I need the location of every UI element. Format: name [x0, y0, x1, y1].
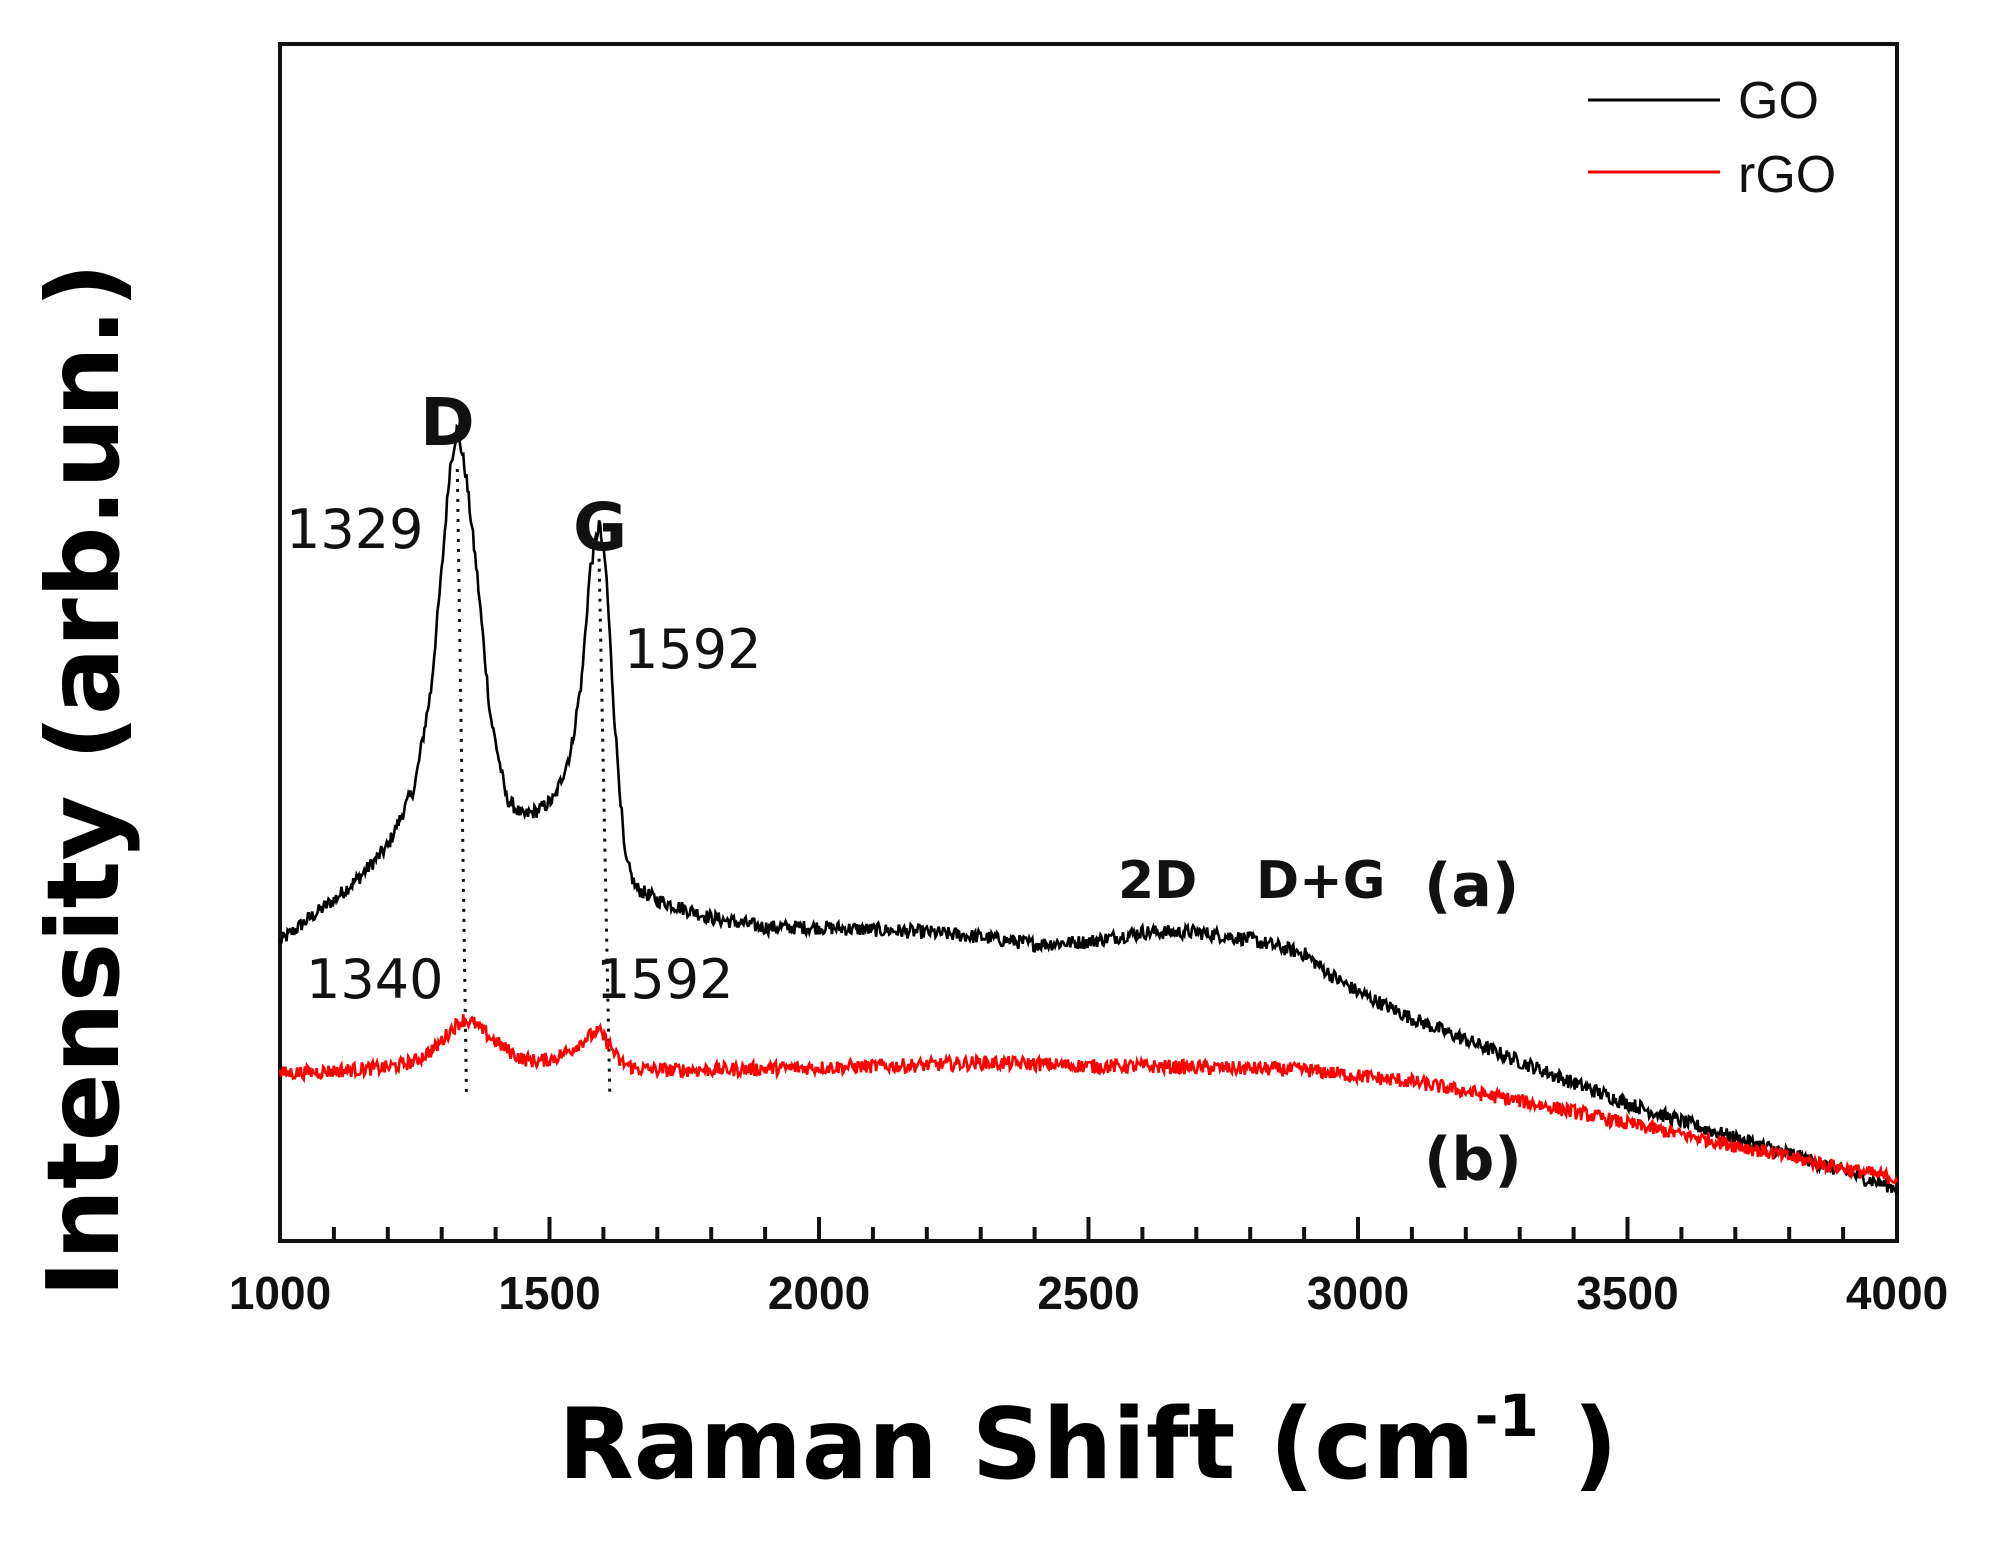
x-tick-label: 4000: [1846, 1267, 1948, 1319]
x-tick-label: 2500: [1037, 1267, 1139, 1319]
legend-label-rgo: rGO: [1738, 146, 1836, 204]
curve-tag-a: (a): [1424, 851, 1519, 921]
annotation-rgo-d-value: 1340: [306, 948, 443, 1011]
annotation-dg-band: D+G: [1256, 851, 1385, 911]
peak-guide-line: [455, 468, 468, 1098]
x-tick-label: 3000: [1307, 1267, 1409, 1319]
annotation-g-peak: G: [573, 489, 627, 566]
curve-tag-b: (b): [1424, 1125, 1522, 1195]
series-line-go: [278, 423, 1898, 1194]
x-axis-title-superscript: -1: [1474, 1382, 1538, 1450]
series-line-rgo: [278, 1014, 1899, 1185]
x-axis-tick-labels: 1000 1500 2000 2500 3000 3500 4000: [229, 1267, 1948, 1319]
annotation-go-g-value: 1592: [624, 618, 761, 681]
legend-label-go: GO: [1738, 72, 1819, 130]
x-axis-ticks: [278, 1217, 1899, 1241]
x-axis-title-close: ): [1539, 1388, 1618, 1502]
annotation-2d-band: 2D: [1118, 851, 1197, 911]
x-axis-title-main: Raman Shift (cm: [558, 1388, 1474, 1502]
annotation-rgo-g-value: 1592: [596, 948, 733, 1011]
x-tick-label: 3500: [1576, 1267, 1678, 1319]
series-group: [278, 423, 1899, 1194]
legend: GO rGO: [1588, 72, 1836, 204]
annotation-go-d-value: 1329: [286, 498, 423, 561]
x-tick-label: 2000: [768, 1267, 870, 1319]
x-tick-label: 1500: [498, 1267, 600, 1319]
peak-guide-line: [597, 558, 612, 1098]
x-tick-label: 1000: [229, 1267, 331, 1319]
x-axis-title: Raman Shift (cm-1 ): [558, 1382, 1618, 1502]
y-axis-title: Intensity (arb.un.): [25, 263, 142, 1298]
annotation-d-peak: D: [420, 384, 475, 461]
